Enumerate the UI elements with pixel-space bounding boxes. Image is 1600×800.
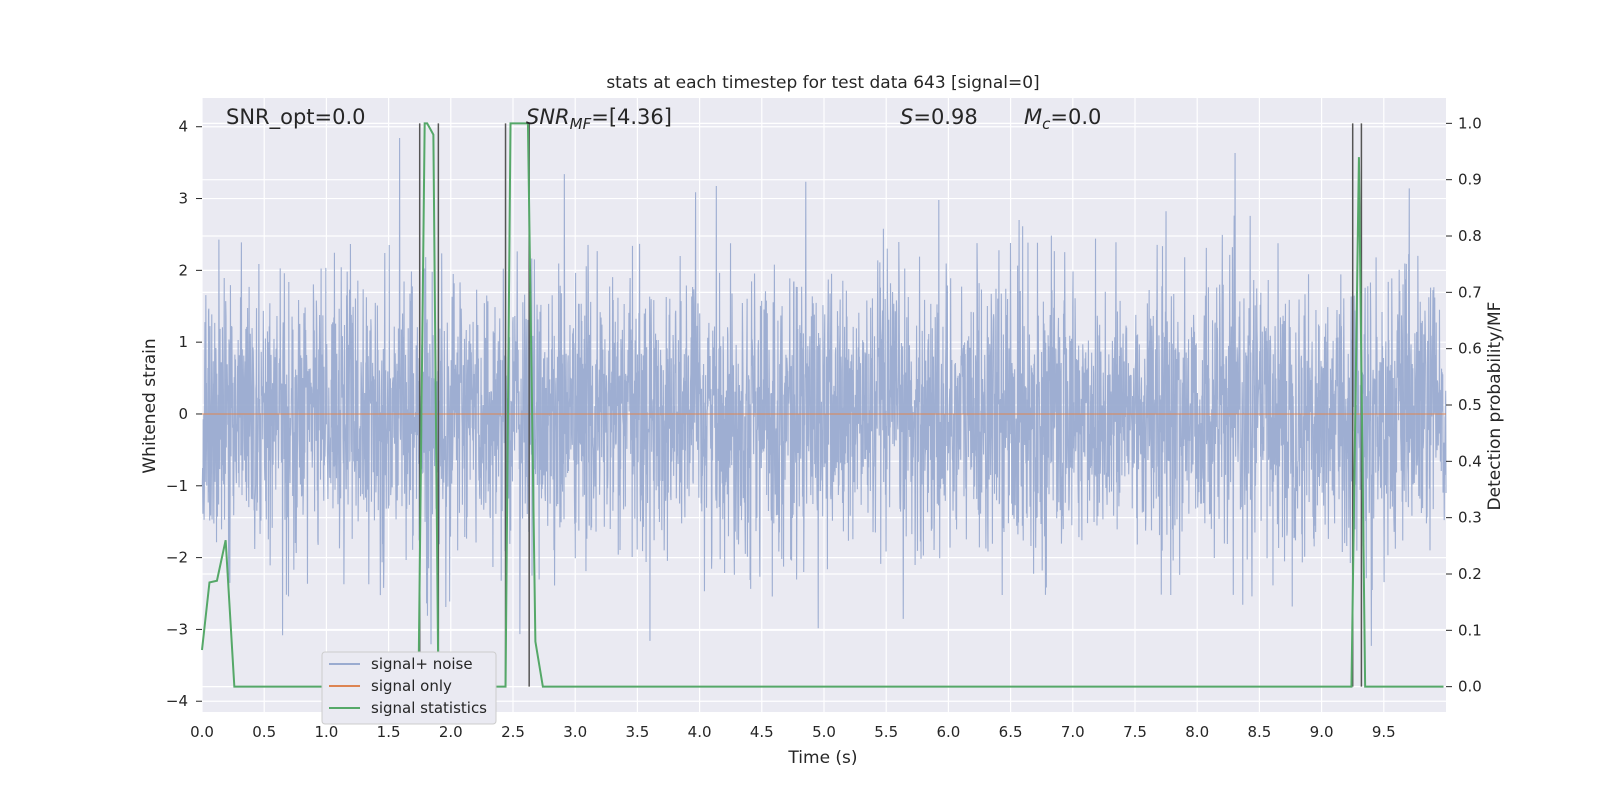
y-tick-label: −4 (166, 692, 188, 710)
x-tick-label: 4.5 (750, 723, 774, 741)
x-axis-label: Time (s) (787, 748, 857, 768)
x-tick-label: 1.5 (377, 723, 401, 741)
y-axis-label: Whitened strain (140, 338, 160, 473)
x-tick-label: 0.5 (252, 723, 276, 741)
y2-tick-label: 0.6 (1458, 340, 1482, 358)
signal-noise-line (201, 137, 1447, 646)
signal-noise-series (201, 137, 1447, 646)
legend-label-signal-statistics: signal statistics (371, 699, 487, 717)
x-tick-label: 7.5 (1123, 723, 1147, 741)
x-tick-label: 7.0 (1061, 723, 1085, 741)
x-tick-label: 6.5 (999, 723, 1023, 741)
y2-tick-label: 0.3 (1458, 509, 1482, 527)
y2-axis-ticks: 1.0 0.9 0.8 0.7 0.6 0.5 0.4 0.3 0.2 0.1 0.0 (1446, 114, 1482, 696)
y-tick-label: 4 (178, 118, 188, 136)
legend-box (321, 651, 497, 725)
x-tick-label: 9.5 (1372, 723, 1396, 741)
x-tick-label: 5.5 (874, 723, 898, 741)
y-tick-label: 2 (178, 261, 188, 279)
x-tick-label: 0.0 (190, 723, 214, 741)
y-tick-label: −1 (166, 477, 188, 495)
y-tick-label: −2 (166, 549, 188, 567)
y-axis-ticks: 4 3 2 1 0 −1 −2 −3 −4 (166, 118, 202, 710)
signal-statistics-series (201, 122, 1444, 688)
x-tick-label: 1.0 (314, 723, 338, 741)
x-tick-label: 9.0 (1310, 723, 1334, 741)
y2-tick-label: 0.9 (1458, 171, 1482, 189)
legend: signal+ noise signal only signal statist… (321, 651, 497, 725)
x-tick-label: 2.5 (501, 723, 525, 741)
y2-tick-label: 1.0 (1458, 114, 1482, 132)
x-tick-label: 8.0 (1185, 723, 1209, 741)
y2-tick-label: 0.4 (1458, 452, 1482, 470)
chart-title: stats at each timestep for test data 643… (606, 73, 1039, 93)
annotation-mc: Mc=0.0 (1024, 105, 1101, 133)
x-axis-ticks: 0.0 0.5 1.0 1.5 2.0 2.5 3.0 3.5 4.0 4.5 5.0 5.5 6.0 6… (190, 723, 1396, 741)
x-tick-label: 5.0 (812, 723, 836, 741)
x-tick-label: 2.0 (439, 723, 463, 741)
y2-tick-label: 0.2 (1458, 565, 1482, 583)
x-tick-label: 3.5 (625, 723, 649, 741)
x-tick-label: 4.0 (688, 723, 712, 741)
y-tick-label: 1 (178, 333, 188, 351)
x-tick-label: 3.0 (563, 723, 587, 741)
y-tick-label: 0 (178, 405, 188, 423)
y-tick-label: −3 (166, 620, 188, 638)
x-tick-label: 6.0 (936, 723, 960, 741)
y2-tick-label: 0.8 (1458, 227, 1482, 245)
annotation-s: S=0.98 (900, 105, 978, 129)
legend-label-signal-only: signal only (371, 677, 452, 695)
y-tick-label: 3 (178, 190, 188, 208)
y2-axis-label: Detection probability/MF (1485, 302, 1505, 511)
y2-tick-label: 0.0 (1458, 678, 1482, 696)
y2-tick-label: 0.1 (1458, 621, 1482, 639)
y2-tick-label: 0.7 (1458, 283, 1482, 301)
annotation-snr-mf: SNRMF=[4.36] (526, 105, 672, 133)
annotation-snr-opt: SNR_opt=0.0 (226, 105, 366, 130)
legend-label-signal-noise: signal+ noise (371, 655, 473, 673)
x-tick-label: 8.5 (1247, 723, 1271, 741)
y2-tick-label: 0.5 (1458, 396, 1482, 414)
